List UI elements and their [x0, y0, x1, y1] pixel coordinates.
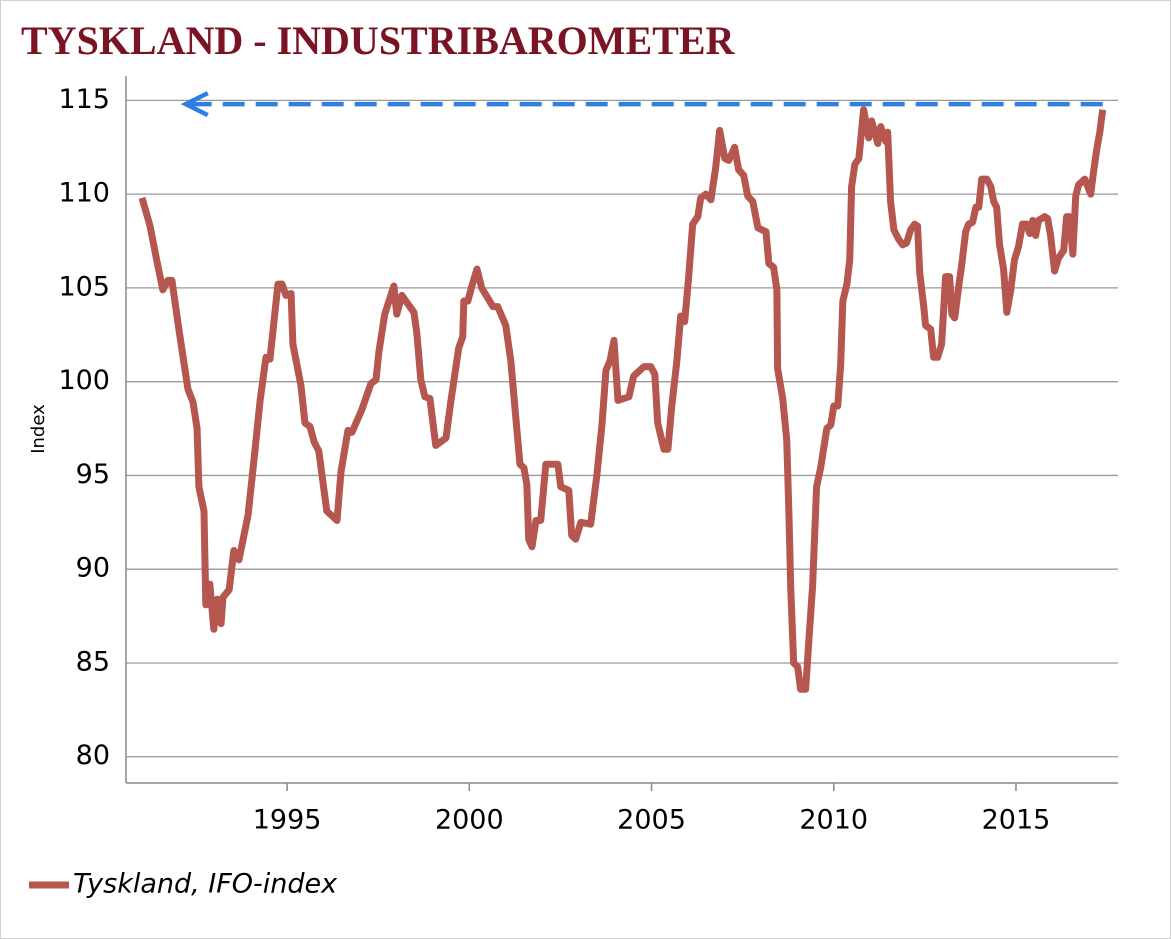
series-line	[138, 106, 1107, 693]
y-axis-label: Index	[28, 404, 49, 454]
chart-title: TYSKLAND - INDUSTRIBAROMETER	[21, 18, 736, 63]
y-tick-label: 100	[58, 365, 110, 396]
arrow-head	[180, 91, 209, 118]
y-tick-label: 110	[58, 178, 110, 209]
y-tick-label: 105	[58, 271, 110, 302]
y-tick-label: 80	[76, 740, 110, 771]
x-tick-label: 2015	[982, 805, 1051, 836]
y-tick-label: 90	[76, 553, 110, 584]
y-tick-label: 95	[76, 459, 110, 490]
y-tick-label: 85	[76, 646, 110, 677]
x-tick-label: 2010	[799, 805, 868, 836]
x-tick-label: 2000	[435, 805, 504, 836]
x-tick-label: 1995	[253, 805, 322, 836]
x-tick-label: 2005	[617, 805, 686, 836]
legend-label: Tyskland, IFO-index	[73, 869, 338, 900]
y-tick-label: 115	[58, 84, 110, 115]
